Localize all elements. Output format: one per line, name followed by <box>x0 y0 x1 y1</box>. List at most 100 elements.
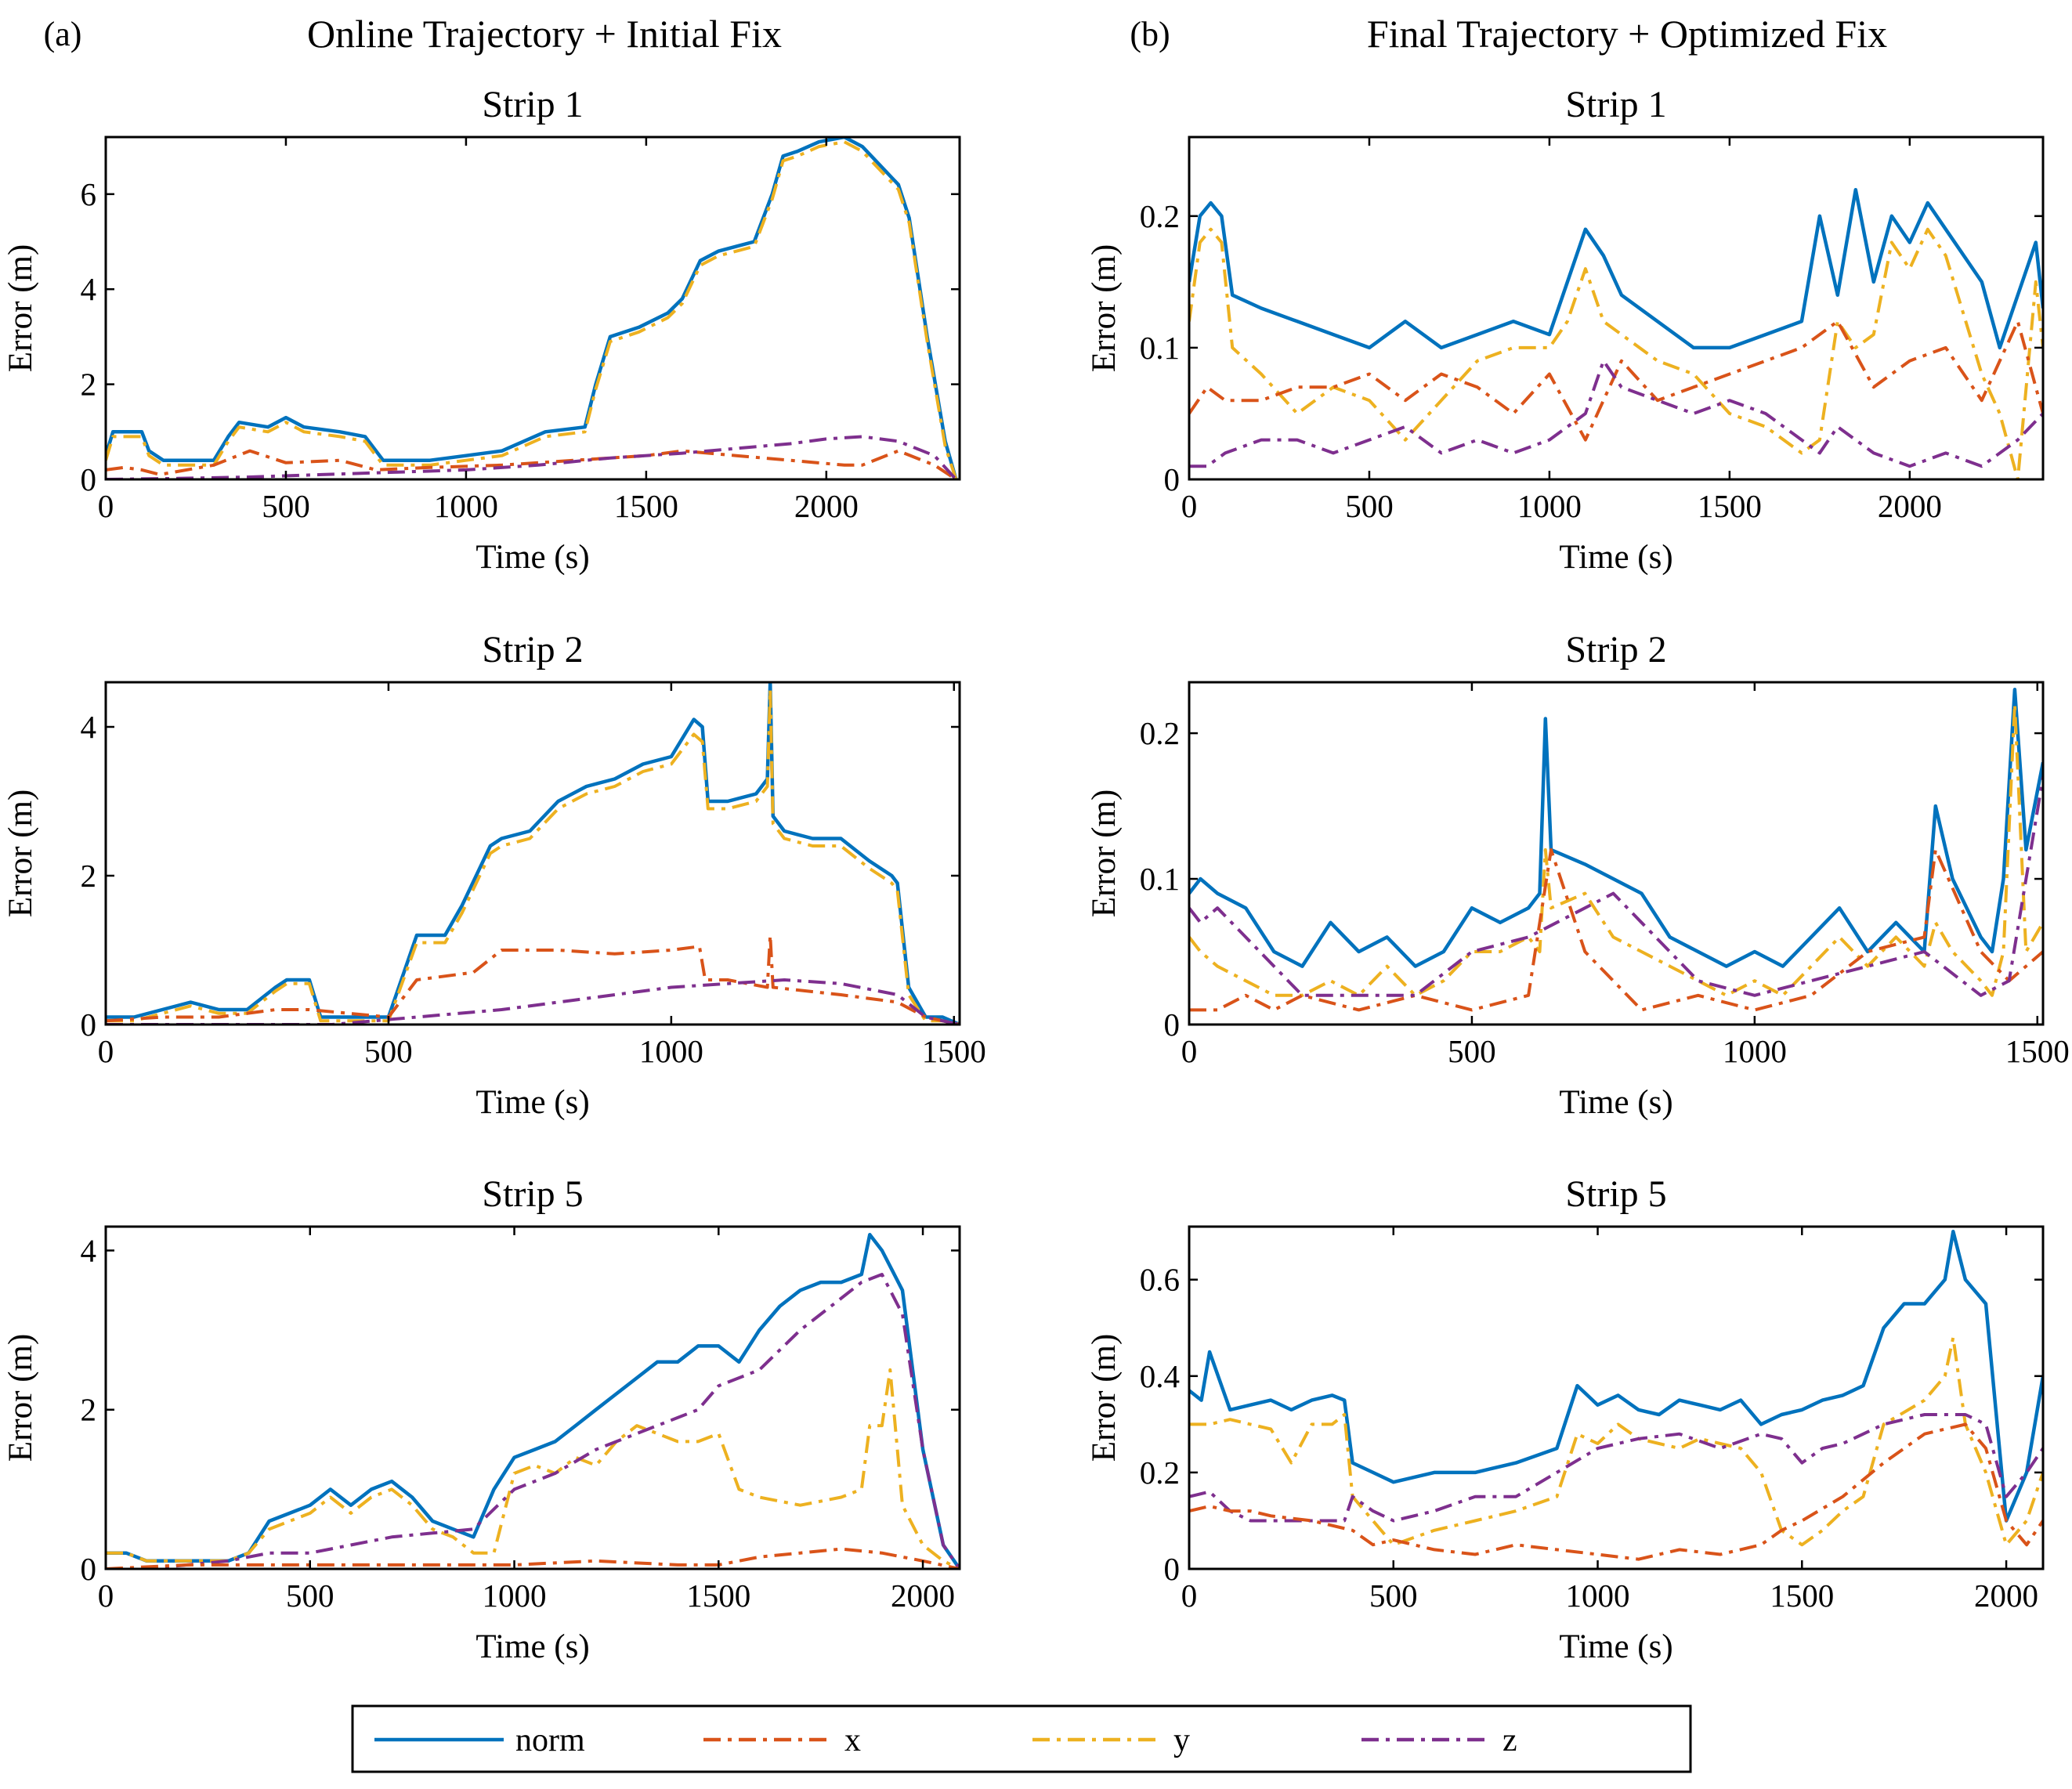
subplot-1: 0 500 1000 1500 2000 0 2 4 6 Strip 1 Time (s) Error… <box>2 84 961 576</box>
x-tick-label: 0 <box>98 488 114 524</box>
subplot-5: 0 500 1000 1500 2000 0 2 4 Strip 5 Time (s) Error … <box>2 1173 961 1665</box>
series-line-x <box>106 449 957 479</box>
plot-area <box>1189 137 2043 479</box>
y-axis-label: Error (m) <box>2 790 39 918</box>
series-line-z <box>106 1273 960 1569</box>
y-tick-label: 0.1 <box>1140 861 1180 897</box>
y-tick-label: 0 <box>81 1007 97 1043</box>
subplot-2: 0 500 1000 1500 2000 0 0.1 0.2 Strip 1 Time (s) Er… <box>1086 84 2045 576</box>
y-tick-label: 0.2 <box>1140 1455 1180 1491</box>
series-line-norm <box>106 1232 960 1569</box>
x-tick-label: 1000 <box>434 488 498 524</box>
column-title-a: Online Trajectory + Initial Fix <box>307 12 782 56</box>
legend-label-z: z <box>1502 1722 1517 1758</box>
x-axis-label: Time (s) <box>476 539 589 576</box>
subplot-title: Strip 1 <box>1565 84 1666 125</box>
y-tick-label: 2 <box>81 1392 97 1428</box>
series-line-z <box>1189 776 2043 997</box>
subplot-title: Strip 2 <box>482 629 583 670</box>
y-axis-label: Error (m) <box>1086 1334 1123 1462</box>
axes-frame <box>1188 136 2045 481</box>
series-line-x <box>1189 320 2043 442</box>
y-tick-label: 2 <box>81 367 97 403</box>
legend: norm x y z <box>351 1704 1692 1773</box>
series-line-norm <box>1189 187 2043 350</box>
subplot-3: 0 500 1000 1500 0 2 4 Strip 2 Time (s) Error (m) <box>2 629 986 1121</box>
series-line-z <box>1189 1413 2043 1523</box>
x-tick-label: 0 <box>98 1033 114 1069</box>
subplot-title: Strip 5 <box>482 1173 583 1215</box>
y-tick-label: 0 <box>1164 1551 1181 1587</box>
y-axis-label: Error (m) <box>1086 790 1123 918</box>
x-tick-label: 500 <box>1369 1578 1418 1614</box>
plot-area <box>1189 682 2043 1025</box>
series-line-z <box>1189 359 2043 468</box>
subplot-title: Strip 5 <box>1565 1173 1666 1215</box>
y-tick-label: 0.6 <box>1140 1262 1180 1298</box>
x-tick-label: 1000 <box>1566 1578 1630 1614</box>
x-tick-label: 1500 <box>614 488 678 524</box>
x-tick-label: 1000 <box>1723 1033 1787 1069</box>
y-tick-label: 4 <box>81 709 97 745</box>
x-tick-label: 500 <box>1345 488 1394 524</box>
x-axis-label: Time (s) <box>1559 1628 1672 1665</box>
x-tick-label: 2000 <box>891 1578 955 1614</box>
x-tick-label: 0 <box>98 1578 114 1614</box>
x-tick-label: 1000 <box>1517 488 1582 524</box>
y-tick-label: 0 <box>1164 1007 1181 1043</box>
x-tick-label: 500 <box>1448 1033 1496 1069</box>
legend-entry-norm: norm <box>374 1722 585 1758</box>
legend-label-norm: norm <box>515 1722 585 1758</box>
series-line-norm <box>1189 688 2043 968</box>
column-title-b: Final Trajectory + Optimized Fix <box>1367 12 1887 56</box>
plot-area <box>106 1227 960 1569</box>
series-line-y <box>106 140 958 479</box>
series-line-norm <box>1189 1229 2043 1523</box>
series-line-y <box>1189 1335 2043 1547</box>
x-tick-label: 1000 <box>483 1578 547 1614</box>
series-line-x <box>1189 848 2043 1012</box>
y-axis-label: Error (m) <box>1086 244 1123 373</box>
y-tick-label: 0.2 <box>1140 715 1180 751</box>
y-tick-label: 4 <box>81 1232 97 1268</box>
x-axis-label: Time (s) <box>1559 539 1672 576</box>
x-axis-label: Time (s) <box>476 1628 589 1665</box>
x-tick-label: 1500 <box>2005 1033 2070 1069</box>
panel-tag-b: (b) <box>1130 15 1170 53</box>
legend-label-y: y <box>1173 1722 1190 1758</box>
series-line-y <box>106 688 960 1025</box>
y-tick-label: 0 <box>81 1551 97 1587</box>
axes-frame <box>104 1225 961 1570</box>
panel-tag-a: (a) <box>44 15 82 53</box>
plot-area <box>106 682 960 1025</box>
series-line-x <box>106 934 960 1025</box>
x-tick-label: 1500 <box>686 1578 750 1614</box>
axes-frame <box>104 681 961 1026</box>
series-line-y <box>1189 227 2043 479</box>
y-tick-label: 0.4 <box>1140 1358 1180 1394</box>
x-tick-label: 500 <box>286 1578 334 1614</box>
x-axis-label: Time (s) <box>476 1084 589 1121</box>
legend-label-x: x <box>844 1722 861 1758</box>
y-axis-label: Error (m) <box>2 1334 39 1462</box>
series-line-y <box>1189 702 2043 997</box>
x-tick-label: 1500 <box>922 1033 986 1069</box>
x-tick-label: 2000 <box>794 488 859 524</box>
x-tick-label: 500 <box>262 488 310 524</box>
y-axis-label: Error (m) <box>2 244 39 373</box>
x-tick-label: 2000 <box>1878 488 1942 524</box>
x-tick-label: 500 <box>364 1033 413 1069</box>
x-tick-label: 2000 <box>1974 1578 2038 1614</box>
subplot-6: 0 500 1000 1500 2000 0 0.2 0.4 0.6 Strip 5 Time (s… <box>1086 1173 2045 1665</box>
subplot-title: Strip 2 <box>1565 629 1666 670</box>
series-line-z <box>106 978 960 1025</box>
legend-entry-x: x <box>703 1722 861 1758</box>
y-tick-label: 0 <box>1164 461 1181 497</box>
x-tick-label: 1500 <box>1770 1578 1834 1614</box>
axes-frame <box>1188 681 2045 1026</box>
subplot-4: 0 500 1000 1500 0 0.1 0.2 Strip 2 Time (s) Error … <box>1086 629 2070 1121</box>
y-tick-label: 2 <box>81 858 97 894</box>
y-tick-label: 0.2 <box>1140 198 1180 234</box>
